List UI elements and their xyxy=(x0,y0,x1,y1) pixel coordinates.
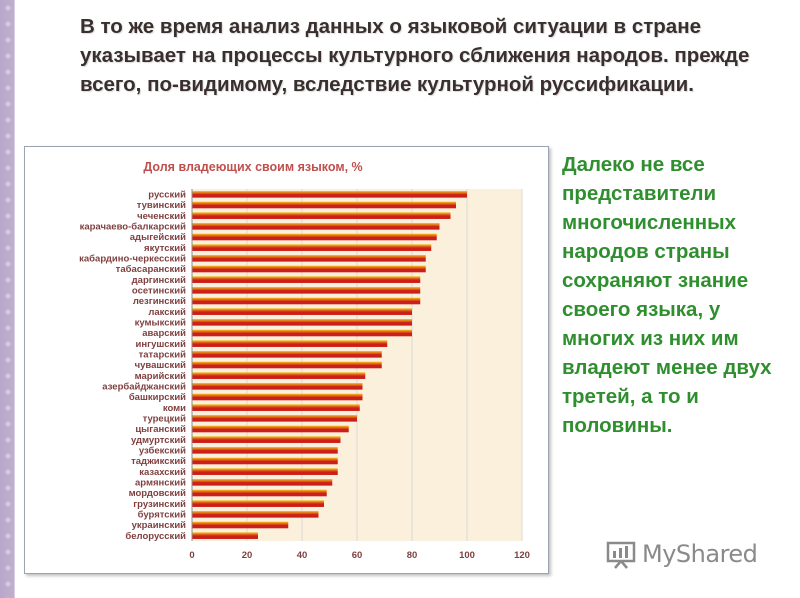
bar xyxy=(192,532,258,539)
category-label: турецкий xyxy=(143,414,187,425)
bar xyxy=(192,383,363,390)
logo-text: MyShared xyxy=(642,540,758,568)
bar xyxy=(192,489,327,497)
category-label: адыгейский xyxy=(130,232,186,243)
category-label: азербайджанский xyxy=(102,382,186,393)
category-label: тувинский xyxy=(137,200,186,211)
category-label: кабардино-черкесский xyxy=(79,254,186,265)
category-label: казахский xyxy=(139,467,186,478)
category-label: осетинский xyxy=(132,286,186,297)
bar xyxy=(192,265,426,273)
bar xyxy=(192,340,388,347)
category-label: марийский xyxy=(135,371,187,382)
x-tick-label: 40 xyxy=(297,550,308,561)
bar xyxy=(192,201,456,209)
category-label: узбекский xyxy=(139,446,186,457)
chart-container: Доля владеющих своим языком, % русский ту… xyxy=(24,146,549,574)
category-label: чувашский xyxy=(135,360,187,371)
category-label: даргинский xyxy=(132,275,187,286)
bar xyxy=(192,223,440,230)
myshared-logo: MyShared xyxy=(606,536,776,572)
category-label: карачаево-балкарский xyxy=(80,222,187,233)
myshared-logo-icon xyxy=(606,539,636,569)
bar xyxy=(192,393,363,401)
x-tick-label: 120 xyxy=(514,550,530,561)
category-label: удмуртский xyxy=(131,435,186,446)
category-label: белорусский xyxy=(125,531,186,542)
x-tick-label: 80 xyxy=(407,550,418,561)
category-label: башкирский xyxy=(129,392,186,403)
category-label: цыганский xyxy=(135,424,186,435)
bar xyxy=(192,351,382,358)
bar xyxy=(192,372,366,379)
slide-heading: В то же время анализ данных о языковой с… xyxy=(80,15,750,96)
category-label: ингушский xyxy=(136,339,187,350)
category-label: аварский xyxy=(142,328,186,339)
bar xyxy=(192,457,338,465)
bar-chart: Доля владеющих своим языком, % русскийту… xyxy=(79,160,530,561)
x-tick-label: 60 xyxy=(352,550,363,561)
category-label: украинский xyxy=(132,520,187,531)
category-label: татарский xyxy=(139,350,187,361)
bar xyxy=(192,479,333,486)
bar xyxy=(192,500,324,507)
bar xyxy=(192,212,451,219)
category-label: армянский xyxy=(135,478,186,489)
chart-title: Доля владеющих своим языком, % xyxy=(143,160,362,174)
x-tick-label: 0 xyxy=(189,550,194,561)
category-label: бурятский xyxy=(138,510,187,521)
bar xyxy=(192,447,338,454)
bar xyxy=(192,308,412,315)
category-label: кумыкский xyxy=(135,318,187,329)
bar xyxy=(192,468,338,475)
side-paragraph: Далеко не все представители многочисленн… xyxy=(562,153,772,437)
bar xyxy=(192,436,341,443)
bar xyxy=(192,425,349,433)
bar xyxy=(192,521,289,529)
bar xyxy=(192,276,421,283)
category-label: лакский xyxy=(148,307,186,318)
category-label: мордовский xyxy=(129,488,187,499)
category-label: чеченский xyxy=(137,211,186,222)
x-tick-label: 20 xyxy=(242,550,253,561)
category-label: табасаранский xyxy=(116,264,186,275)
bar xyxy=(192,297,421,305)
bar xyxy=(192,329,412,337)
bar xyxy=(192,244,432,251)
bar xyxy=(192,287,421,294)
bar xyxy=(192,511,319,518)
category-label: коми xyxy=(163,403,186,414)
category-label: лезгинский xyxy=(133,296,186,307)
category-label: русский xyxy=(148,190,186,201)
bar xyxy=(192,404,360,411)
bar xyxy=(192,233,437,241)
category-label: таджикский xyxy=(131,456,186,467)
category-label: якутский xyxy=(144,243,186,254)
bar xyxy=(192,361,382,369)
bar xyxy=(192,319,412,326)
x-tick-label: 100 xyxy=(459,550,475,561)
bar xyxy=(192,255,426,262)
bar xyxy=(192,415,357,422)
bar xyxy=(192,191,467,198)
category-label: грузинский xyxy=(133,499,186,510)
